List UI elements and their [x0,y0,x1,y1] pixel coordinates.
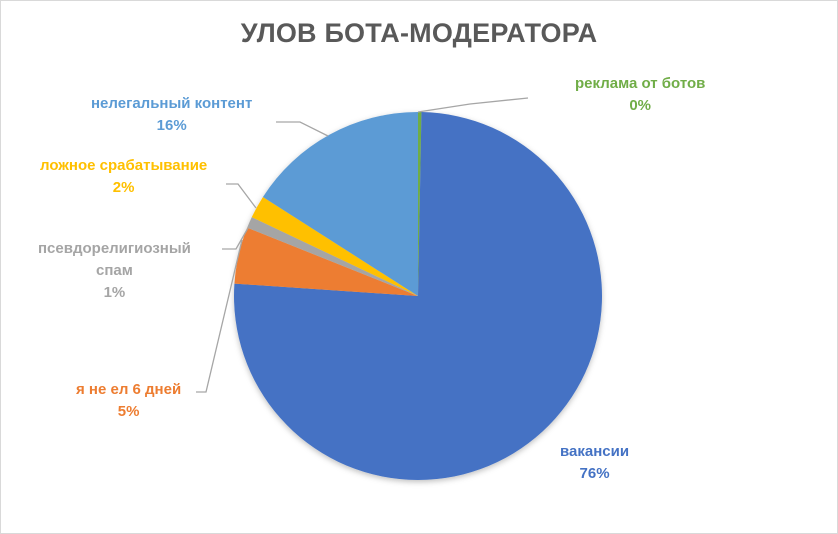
pie-slice-3 [247,217,418,296]
label-pseudo-line1: псевдорелигиозный [38,240,191,257]
label-false-positive: ложное срабатывание 2% [40,155,207,199]
leader-line-illegal [276,121,329,137]
pie-slice-5 [262,112,418,296]
label-pseudo-line2: спам [96,262,133,279]
label-vacancies-name: вакансии [560,443,630,460]
label-ads-pct: 0% [629,97,652,114]
leader-line-false-positive [226,183,257,209]
label-illegal-name: нелегальный контент [91,95,253,112]
label-pseudo-pct: 1% [103,284,126,301]
label-false-positive-name: ложное срабатывание [40,157,208,174]
label-illegal-pct: 16% [156,117,187,134]
pie-slice-2 [234,227,418,296]
pie-slice-0 [418,111,422,296]
label-pseudo-spam: псевдорелигиозный спам 1% [38,238,191,304]
pie-slice-4 [251,196,418,296]
label-hungry: я не ел 6 дней 5% [76,379,181,423]
label-hungry-name: я не ел 6 дней [76,381,182,398]
label-hungry-pct: 5% [117,403,140,420]
label-illegal: нелегальный контент 16% [91,93,252,137]
leader-line-pseudo [222,227,249,250]
label-vacancies: вакансии 76% [560,441,629,485]
label-false-positive-pct: 2% [112,179,135,196]
label-vacancies-pct: 76% [579,465,610,482]
label-ads: реклама от ботов 0% [575,73,705,117]
leader-line-ads [417,97,529,113]
label-ads-name: реклама от ботов [575,75,706,92]
pie-slice-1 [234,112,603,480]
leader-line-hungry [196,239,243,393]
chart-title: УЛОВ БОТА-МОДЕРАТОРА [240,18,598,48]
